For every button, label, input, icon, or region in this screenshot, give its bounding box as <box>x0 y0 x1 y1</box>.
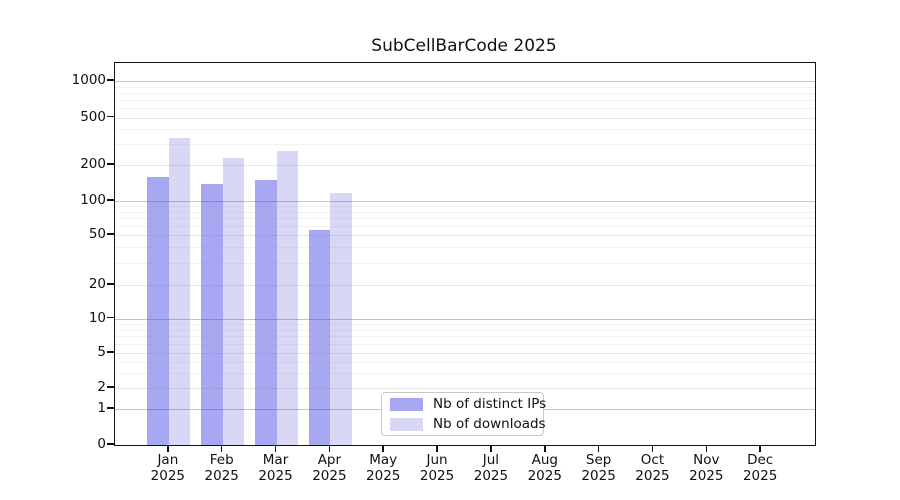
gridline-600 <box>115 107 815 109</box>
gridline-400 <box>115 129 815 131</box>
y-tick-0 <box>107 443 114 445</box>
y-tick-label-1: 1 <box>97 400 106 416</box>
gridline-7 <box>115 336 815 338</box>
x-tick-label-jun: Jun 2025 <box>419 452 455 484</box>
plot-area: Nb of distinct IPs Nb of downloads <box>114 62 816 446</box>
gridline-60 <box>115 226 815 228</box>
y-tick-5 <box>107 351 114 353</box>
legend-swatch-downloads <box>390 417 423 431</box>
x-tick-label-aug: Aug 2025 <box>527 452 562 484</box>
gridline-30 <box>115 262 815 264</box>
gridline-50 <box>115 235 815 236</box>
legend-label: Nb of distinct IPs <box>433 396 547 412</box>
x-tick-jan <box>167 445 169 452</box>
x-tick-label-sep: Sep 2025 <box>581 452 616 484</box>
bar-downloads-jan <box>168 137 191 445</box>
legend-label: Nb of downloads <box>433 416 546 432</box>
x-tick-dec <box>759 445 761 452</box>
gridline-6 <box>115 343 815 345</box>
x-tick-label-feb: Feb 2025 <box>204 452 239 484</box>
gridline-20 <box>115 285 815 286</box>
legend-swatch-distinct-ips <box>390 397 423 411</box>
gridline-9 <box>115 323 815 325</box>
x-tick-jun <box>436 445 438 452</box>
bar-downloads-feb <box>222 157 245 445</box>
y-tick-label-20: 20 <box>88 276 106 292</box>
x-tick-jul <box>490 445 492 452</box>
gridline-4 <box>115 361 815 363</box>
gridline-300 <box>115 143 815 145</box>
bar-distinct-ips-jan <box>147 176 169 445</box>
gridline-500 <box>115 117 815 119</box>
x-tick-label-may: May 2025 <box>366 452 401 484</box>
x-tick-feb <box>220 445 223 452</box>
x-tick-label-dec: Dec 2025 <box>742 452 778 484</box>
y-tick-20 <box>107 283 114 285</box>
gridline-3 <box>115 372 815 374</box>
gridline-90 <box>115 206 815 208</box>
gridline-80 <box>115 211 815 213</box>
y-tick-label-10: 10 <box>88 309 106 326</box>
bar-downloads-apr <box>330 192 352 445</box>
gridline-5 <box>115 353 815 354</box>
x-tick-label-nov: Nov 2025 <box>689 452 724 484</box>
y-tick-500 <box>107 115 114 118</box>
gridline-70 <box>115 218 815 220</box>
x-tick-label-mar: Mar 2025 <box>258 452 293 484</box>
y-tick-label-5: 5 <box>97 344 106 360</box>
y-tick-1 <box>107 407 114 409</box>
y-tick-100 <box>107 199 114 201</box>
legend-item-downloads: Nb of downloads <box>390 416 546 432</box>
y-tick-label-0: 0 <box>97 436 106 452</box>
x-tick-label-jul: Jul 2025 <box>473 452 509 484</box>
y-tick-label-200: 200 <box>80 156 106 172</box>
x-tick-mar <box>274 445 277 452</box>
x-tick-label-oct: Oct 2025 <box>635 452 670 484</box>
x-tick-label-jan: Jan 2025 <box>150 452 186 484</box>
legend-item-distinct-ips: Nb of distinct IPs <box>390 396 546 412</box>
gridline-700 <box>115 99 815 101</box>
gridline-2 <box>115 388 815 389</box>
gridline-100 <box>115 201 815 202</box>
y-tick-label-50: 50 <box>88 226 106 242</box>
x-tick-label-apr: Apr 2025 <box>312 452 347 484</box>
bar-downloads-mar <box>276 151 299 445</box>
y-tick-10 <box>107 316 114 319</box>
y-tick-label-100: 100 <box>80 192 106 208</box>
gridline-200 <box>115 165 815 166</box>
chart-title: SubCellBarCode 2025 <box>371 36 557 56</box>
x-tick-apr <box>328 445 331 452</box>
bar-distinct-ips-apr <box>308 230 331 445</box>
x-tick-aug <box>544 445 546 452</box>
x-tick-nov <box>705 445 708 452</box>
y-tick-1000 <box>107 79 114 81</box>
x-tick-may <box>382 445 384 452</box>
bar-distinct-ips-feb <box>201 183 223 445</box>
y-tick-200 <box>107 163 114 165</box>
bar-distinct-ips-mar <box>255 179 277 445</box>
legend: Nb of distinct IPs Nb of downloads <box>381 392 546 436</box>
x-tick-oct <box>651 445 654 452</box>
gridline-8 <box>115 329 815 331</box>
gridline-800 <box>115 92 815 94</box>
y-tick-label-500: 500 <box>80 108 106 125</box>
x-tick-sep <box>597 445 600 452</box>
y-tick-label-2: 2 <box>97 379 106 395</box>
gridline-40 <box>115 247 815 249</box>
gridline-10 <box>115 318 815 320</box>
y-tick-2 <box>107 386 114 388</box>
y-tick-50 <box>107 233 114 235</box>
gridline-900 <box>115 86 815 88</box>
y-tick-label-1000: 1000 <box>71 72 106 88</box>
gridline-1000 <box>115 81 815 82</box>
